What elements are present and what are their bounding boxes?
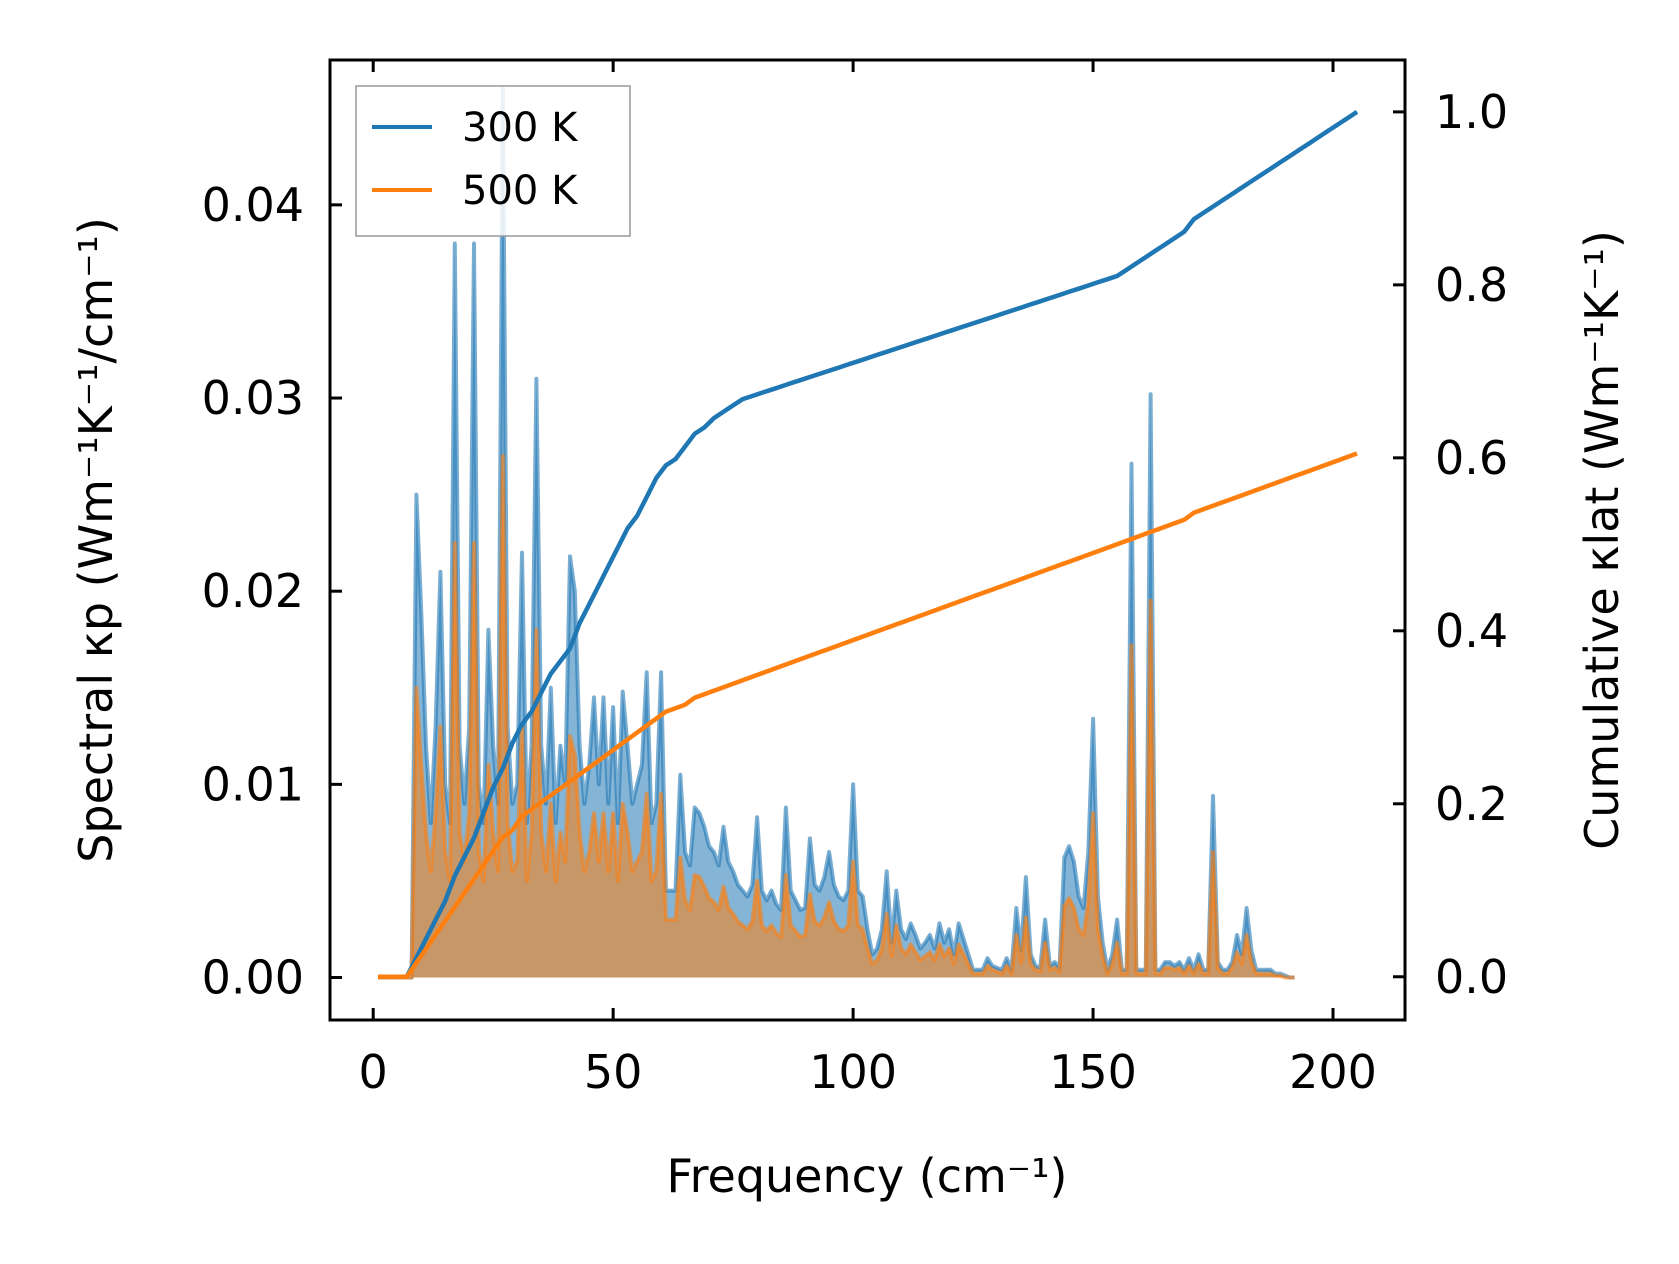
- y-axis-left: 0.00 0.01 0.02 0.03 0.04: [202, 178, 342, 1005]
- y-axis-left-title: Spectral κp (Wm⁻¹K⁻¹/cm⁻¹): [69, 217, 123, 863]
- y-right-tick-label: 0.6: [1435, 431, 1508, 485]
- y-right-tick-label: 1.0: [1435, 85, 1508, 139]
- legend-label-300k: 300 K: [462, 105, 579, 151]
- curve-group: [378, 110, 1359, 980]
- spectral-line-500k: [378, 454, 1295, 980]
- legend-box: [355, 85, 631, 237]
- x-axis-title: Frequency (cm⁻¹): [667, 1149, 1068, 1203]
- y-right-tick-label: 0.8: [1435, 258, 1508, 312]
- cumulative-line-300k: [378, 110, 1359, 980]
- legend-label-500k: 500 K: [462, 168, 579, 214]
- x-tick-label: 100: [809, 1045, 897, 1099]
- y-right-tick-label: 0.4: [1435, 604, 1508, 658]
- x-tick-label: 150: [1049, 1045, 1137, 1099]
- x-tick-label: 0: [359, 1045, 388, 1099]
- y-axis-right: 0.0 0.2 0.4 0.6 0.8 1.0: [1393, 85, 1508, 1004]
- y-right-tick-label: 0.2: [1435, 777, 1508, 831]
- y-right-tick-label: 0.0: [1435, 950, 1508, 1004]
- y-left-tick-label: 0.03: [202, 371, 304, 425]
- cumulative-line-500k: [378, 451, 1358, 980]
- y-axis-right-title: Cumulative κlat (Wm⁻¹K⁻¹): [1575, 230, 1629, 850]
- x-axis: 0 50 100 150 200: [359, 60, 1377, 1099]
- x-tick-label: 50: [584, 1045, 643, 1099]
- plot-frame: [328, 58, 1407, 1022]
- y-left-tick-label: 0.04: [202, 178, 304, 232]
- y-left-tick-label: 0.02: [202, 564, 304, 618]
- spectral-fill-500k: [378, 456, 1295, 978]
- y-left-tick-label: 0.00: [202, 951, 304, 1005]
- x-tick-label: 200: [1289, 1045, 1377, 1099]
- legend: 300 K 500 K: [355, 85, 631, 237]
- y-left-tick-label: 0.01: [202, 757, 304, 811]
